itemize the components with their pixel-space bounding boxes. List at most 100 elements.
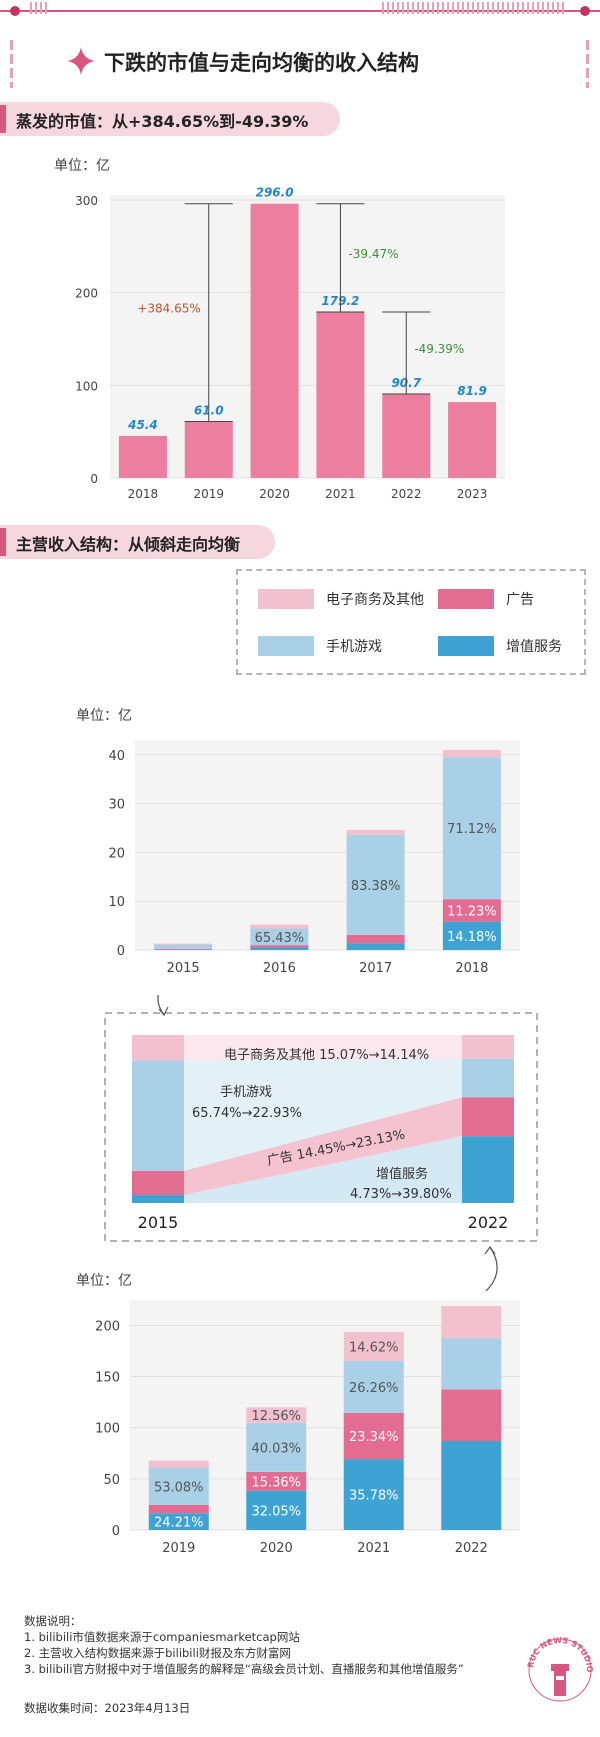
chart2-unit: 单位：亿	[76, 708, 132, 724]
stack-segment-games	[148, 1468, 209, 1505]
stack-segment-ecommerce	[441, 1306, 502, 1339]
segment-label: 23.34%	[349, 1430, 399, 1445]
change-annotation: -39.47%	[348, 247, 398, 261]
x-tick-label: 2023	[457, 487, 488, 501]
stack-segment-games	[154, 944, 213, 949]
stack-segment-ads	[250, 945, 309, 948]
legend-label: 电子商务及其他	[326, 592, 424, 608]
x-tick-label: 2022	[455, 1541, 488, 1556]
legend-swatch	[438, 589, 494, 609]
segment-label: 11.23%	[447, 904, 497, 919]
y-tick-label: 10	[108, 895, 125, 910]
x-tick-label: 2017	[359, 961, 392, 976]
top-right-dot	[580, 6, 590, 16]
change-annotation: -49.39%	[414, 342, 464, 356]
stack-segment-ecommerce	[343, 1331, 404, 1361]
chart4-unit: 单位：亿	[76, 1273, 132, 1289]
x-tick-label: 2018	[455, 961, 488, 976]
flow-label-vas-value: 4.73%→39.80%	[350, 1187, 452, 1202]
top-line	[0, 10, 600, 12]
stack-segment-vas	[343, 1459, 404, 1530]
ruc-news-studio-logo: RUC NEWS STUDIO	[526, 1636, 594, 1702]
stack-segment-vas	[250, 947, 309, 950]
y-tick-label: 100	[95, 1422, 120, 1437]
flow-label-ecommerce: 电子商务及其他 15.07%→14.14%	[224, 1047, 429, 1063]
segment-label: 83.38%	[351, 879, 401, 894]
stack-segment-ecommerce	[154, 943, 213, 945]
right-segment-ecommerce	[462, 1035, 514, 1059]
segment-label: 14.18%	[447, 930, 497, 945]
page-title: 下跌的市值与走向均衡的收入结构	[104, 51, 419, 75]
bar	[382, 393, 431, 478]
stack-segment-games	[442, 757, 501, 900]
legend: 电子商务及其他 广告 手机游戏 增值服务	[236, 569, 586, 675]
x-tick-label: 2022	[391, 487, 422, 501]
segment-label: 40.03%	[251, 1441, 301, 1456]
note-item: 2. 主营收入结构数据来源于bilibili财报及东方财富网	[24, 1646, 291, 1660]
x-tick-label: 2020	[259, 487, 290, 501]
bar	[184, 421, 233, 478]
stack-segment-ecommerce	[442, 749, 501, 758]
segment-label: 65.43%	[255, 931, 305, 946]
x-tick-label: 2021	[357, 1541, 390, 1556]
flow-label-games-value: 65.74%→22.93%	[192, 1106, 302, 1121]
right-segment-games	[462, 1058, 514, 1098]
y-tick-label: 300	[75, 194, 98, 208]
x-tick-label: 2020	[260, 1541, 293, 1556]
year-label-left: 2015	[138, 1213, 179, 1232]
legend-swatch	[258, 589, 314, 609]
bar	[316, 311, 365, 478]
stack-segment-ecommerce	[250, 924, 309, 929]
y-tick-label: 0	[90, 472, 98, 486]
top-left-dot	[10, 6, 20, 16]
legend-swatch	[438, 636, 494, 656]
stack-segment-vas	[148, 1513, 209, 1530]
flow-band-vas	[184, 1136, 462, 1203]
section2-title: 主营收入结构：从倾斜走向均衡	[16, 535, 241, 554]
stack-segment-vas	[441, 1441, 502, 1530]
legend-item-games: 手机游戏	[258, 636, 382, 656]
revenue-share-comparison-chart: 电子商务及其他 15.07%→14.14%手机游戏65.74%→22.93%广告…	[104, 995, 538, 1292]
legend-item-vas: 增值服务	[438, 636, 562, 656]
segment-label: 12.56%	[251, 1409, 301, 1424]
segment-label: 71.12%	[447, 822, 497, 837]
x-tick-label: 2015	[167, 961, 200, 976]
legend-item-ads: 广告	[438, 589, 534, 609]
segment-label: 14.62%	[349, 1340, 399, 1355]
stack-segment-ads	[246, 1471, 307, 1491]
x-tick-label: 2021	[325, 487, 356, 501]
flow-band-ecommerce	[184, 1035, 462, 1061]
comparison-frame	[104, 1012, 538, 1242]
legend-label: 增值服务	[506, 639, 562, 655]
bar	[250, 203, 299, 478]
legend-label: 广告	[506, 592, 534, 608]
segment-label: 35.78%	[349, 1489, 399, 1504]
y-tick-label: 40	[108, 749, 125, 764]
stack-segment-ads	[154, 948, 213, 950]
segment-label: 15.36%	[251, 1475, 301, 1490]
chart1-unit: 单位：亿	[54, 158, 110, 174]
x-tick-label: 2019	[162, 1541, 195, 1556]
bar-value-label: 296.0	[256, 186, 294, 200]
market-cap-chart: 010020030045.4201861.02019296.02020179.2…	[75, 186, 505, 501]
section2-banner	[0, 525, 275, 559]
bar-value-label: 45.4	[127, 418, 158, 432]
stack-segment-ads	[442, 899, 501, 922]
top-stripes-right	[382, 2, 567, 14]
segment-label: 24.21%	[154, 1516, 204, 1531]
note-item: 1. bilibili市值数据来源于companiesmarketcap网站	[24, 1630, 300, 1644]
flow-band-games	[184, 1058, 462, 1171]
stack-segment-ads	[343, 1412, 404, 1460]
change-annotation: +384.65%	[137, 302, 200, 316]
right-segment-ads	[462, 1097, 514, 1137]
section1-accent	[0, 105, 6, 133]
section1-banner	[0, 102, 340, 136]
stack-segment-ads	[441, 1389, 502, 1442]
stack-segment-games	[246, 1422, 307, 1472]
arrow-head-top	[158, 1006, 169, 1017]
stack-segment-ads	[346, 934, 405, 944]
arrow-head-bottom	[484, 1245, 496, 1255]
y-tick-label: 100	[75, 379, 98, 393]
y-tick-label: 0	[112, 1524, 120, 1539]
plot-background	[110, 195, 505, 478]
